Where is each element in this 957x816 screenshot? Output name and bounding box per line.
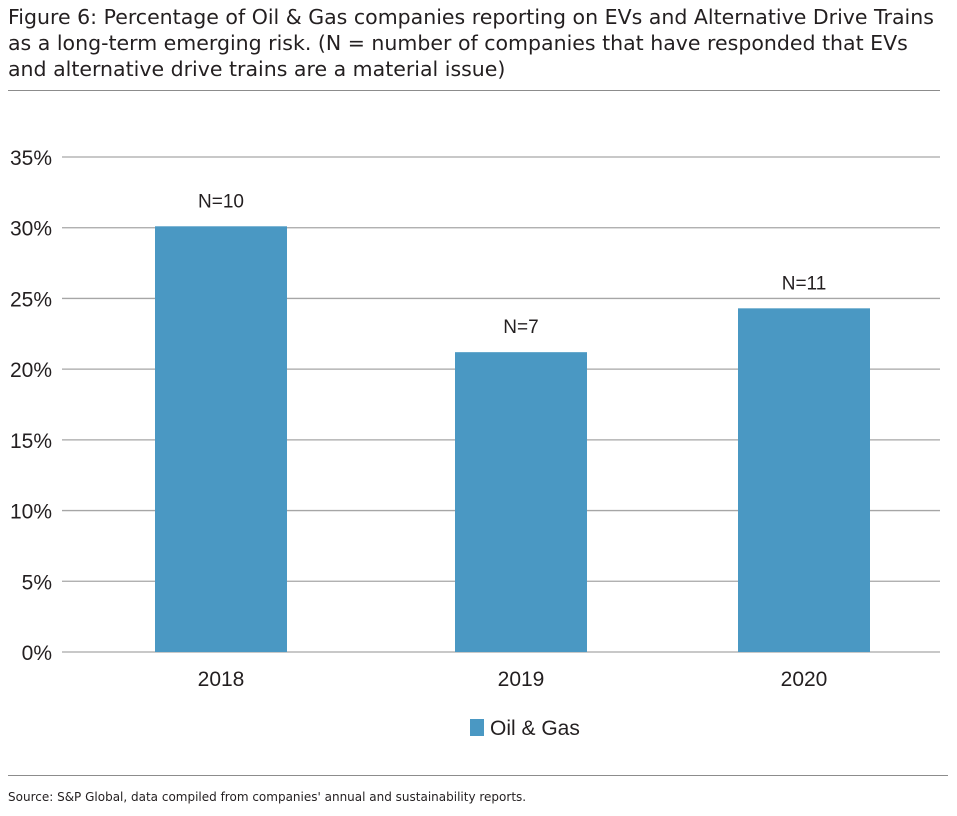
x-axis-ticks: 2018 2019 2020 [198,668,828,691]
y-tick-label: 35% [10,147,52,170]
x-tick-label: 2019 [498,668,545,691]
y-tick-label: 0% [22,642,52,665]
chart-title: Figure 6: Percentage of Oil & Gas compan… [8,5,934,81]
y-tick-label: 5% [22,571,52,594]
y-tick-label: 30% [10,218,52,241]
data-label: N=11 [782,273,827,294]
source-divider [8,775,948,776]
y-tick-label: 10% [10,501,52,524]
x-tick-label: 2018 [198,668,245,691]
title-divider [8,90,940,91]
y-axis-ticks: 0% 5% 10% 15% 20% 25% 30% 35% [10,147,52,665]
legend-label: Oil & Gas [490,717,580,740]
bar-2018 [155,226,287,653]
legend: Oil & Gas [470,717,580,740]
y-tick-label: 20% [10,359,52,382]
bars [155,226,870,653]
y-tick-label: 25% [10,288,52,311]
source-note: Source: S&P Global, data compiled from c… [8,790,527,804]
y-tick-label: 15% [10,430,52,453]
data-label: N=10 [198,191,244,212]
bar-2019 [455,352,587,652]
bar-chart: 0%5%10%15%20%25%30%35% N=10N=7N=11 2018 2… [10,147,940,740]
x-tick-label: 2020 [781,668,828,691]
data-labels: N=10 N=7 N=11 [198,191,826,338]
bar-2020 [738,308,870,652]
legend-swatch [470,719,484,736]
data-label: N=7 [503,317,538,338]
